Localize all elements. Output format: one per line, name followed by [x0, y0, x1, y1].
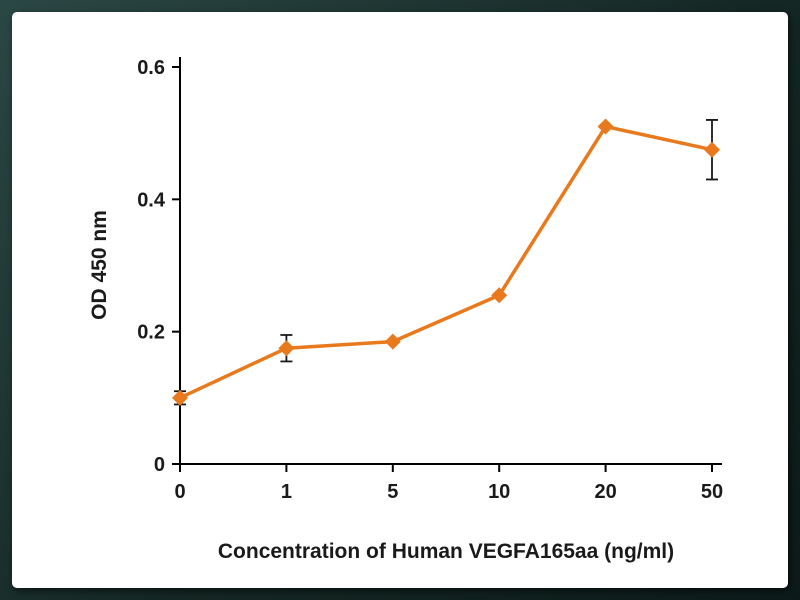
x-tick-label: 1: [281, 481, 292, 503]
y-tick-label: 0.4: [137, 189, 166, 211]
data-point-marker: [704, 141, 720, 158]
y-axis-title: OD 450 nm: [88, 210, 111, 320]
x-tick-label: 0: [174, 481, 185, 503]
x-tick-label: 5: [387, 481, 398, 503]
x-axis-title: Concentration of Human VEGFA165aa (ng/ml…: [217, 540, 675, 563]
data-point-marker: [278, 340, 295, 357]
data-point-marker: [491, 287, 508, 304]
x-tick-label: 20: [594, 481, 616, 503]
data-point-marker: [597, 118, 614, 135]
line-chart: 0 0.2 0.4 0.6 0 1 5 10 20 50: [137, 57, 723, 503]
chart-panel: 0 0.2 0.4 0.6 0 1 5 10 20 50 OD 450 nm Concentrat…: [12, 12, 788, 588]
x-tick-label: 10: [488, 481, 510, 503]
x-tick-label: 50: [701, 481, 723, 503]
y-tick-label: 0.2: [137, 322, 165, 344]
y-tick-label: 0: [154, 454, 165, 476]
data-point-marker: [384, 333, 401, 350]
series-line: [179, 124, 713, 400]
data-point-marker: [172, 389, 188, 406]
y-tick-label: 0.6: [137, 57, 165, 79]
